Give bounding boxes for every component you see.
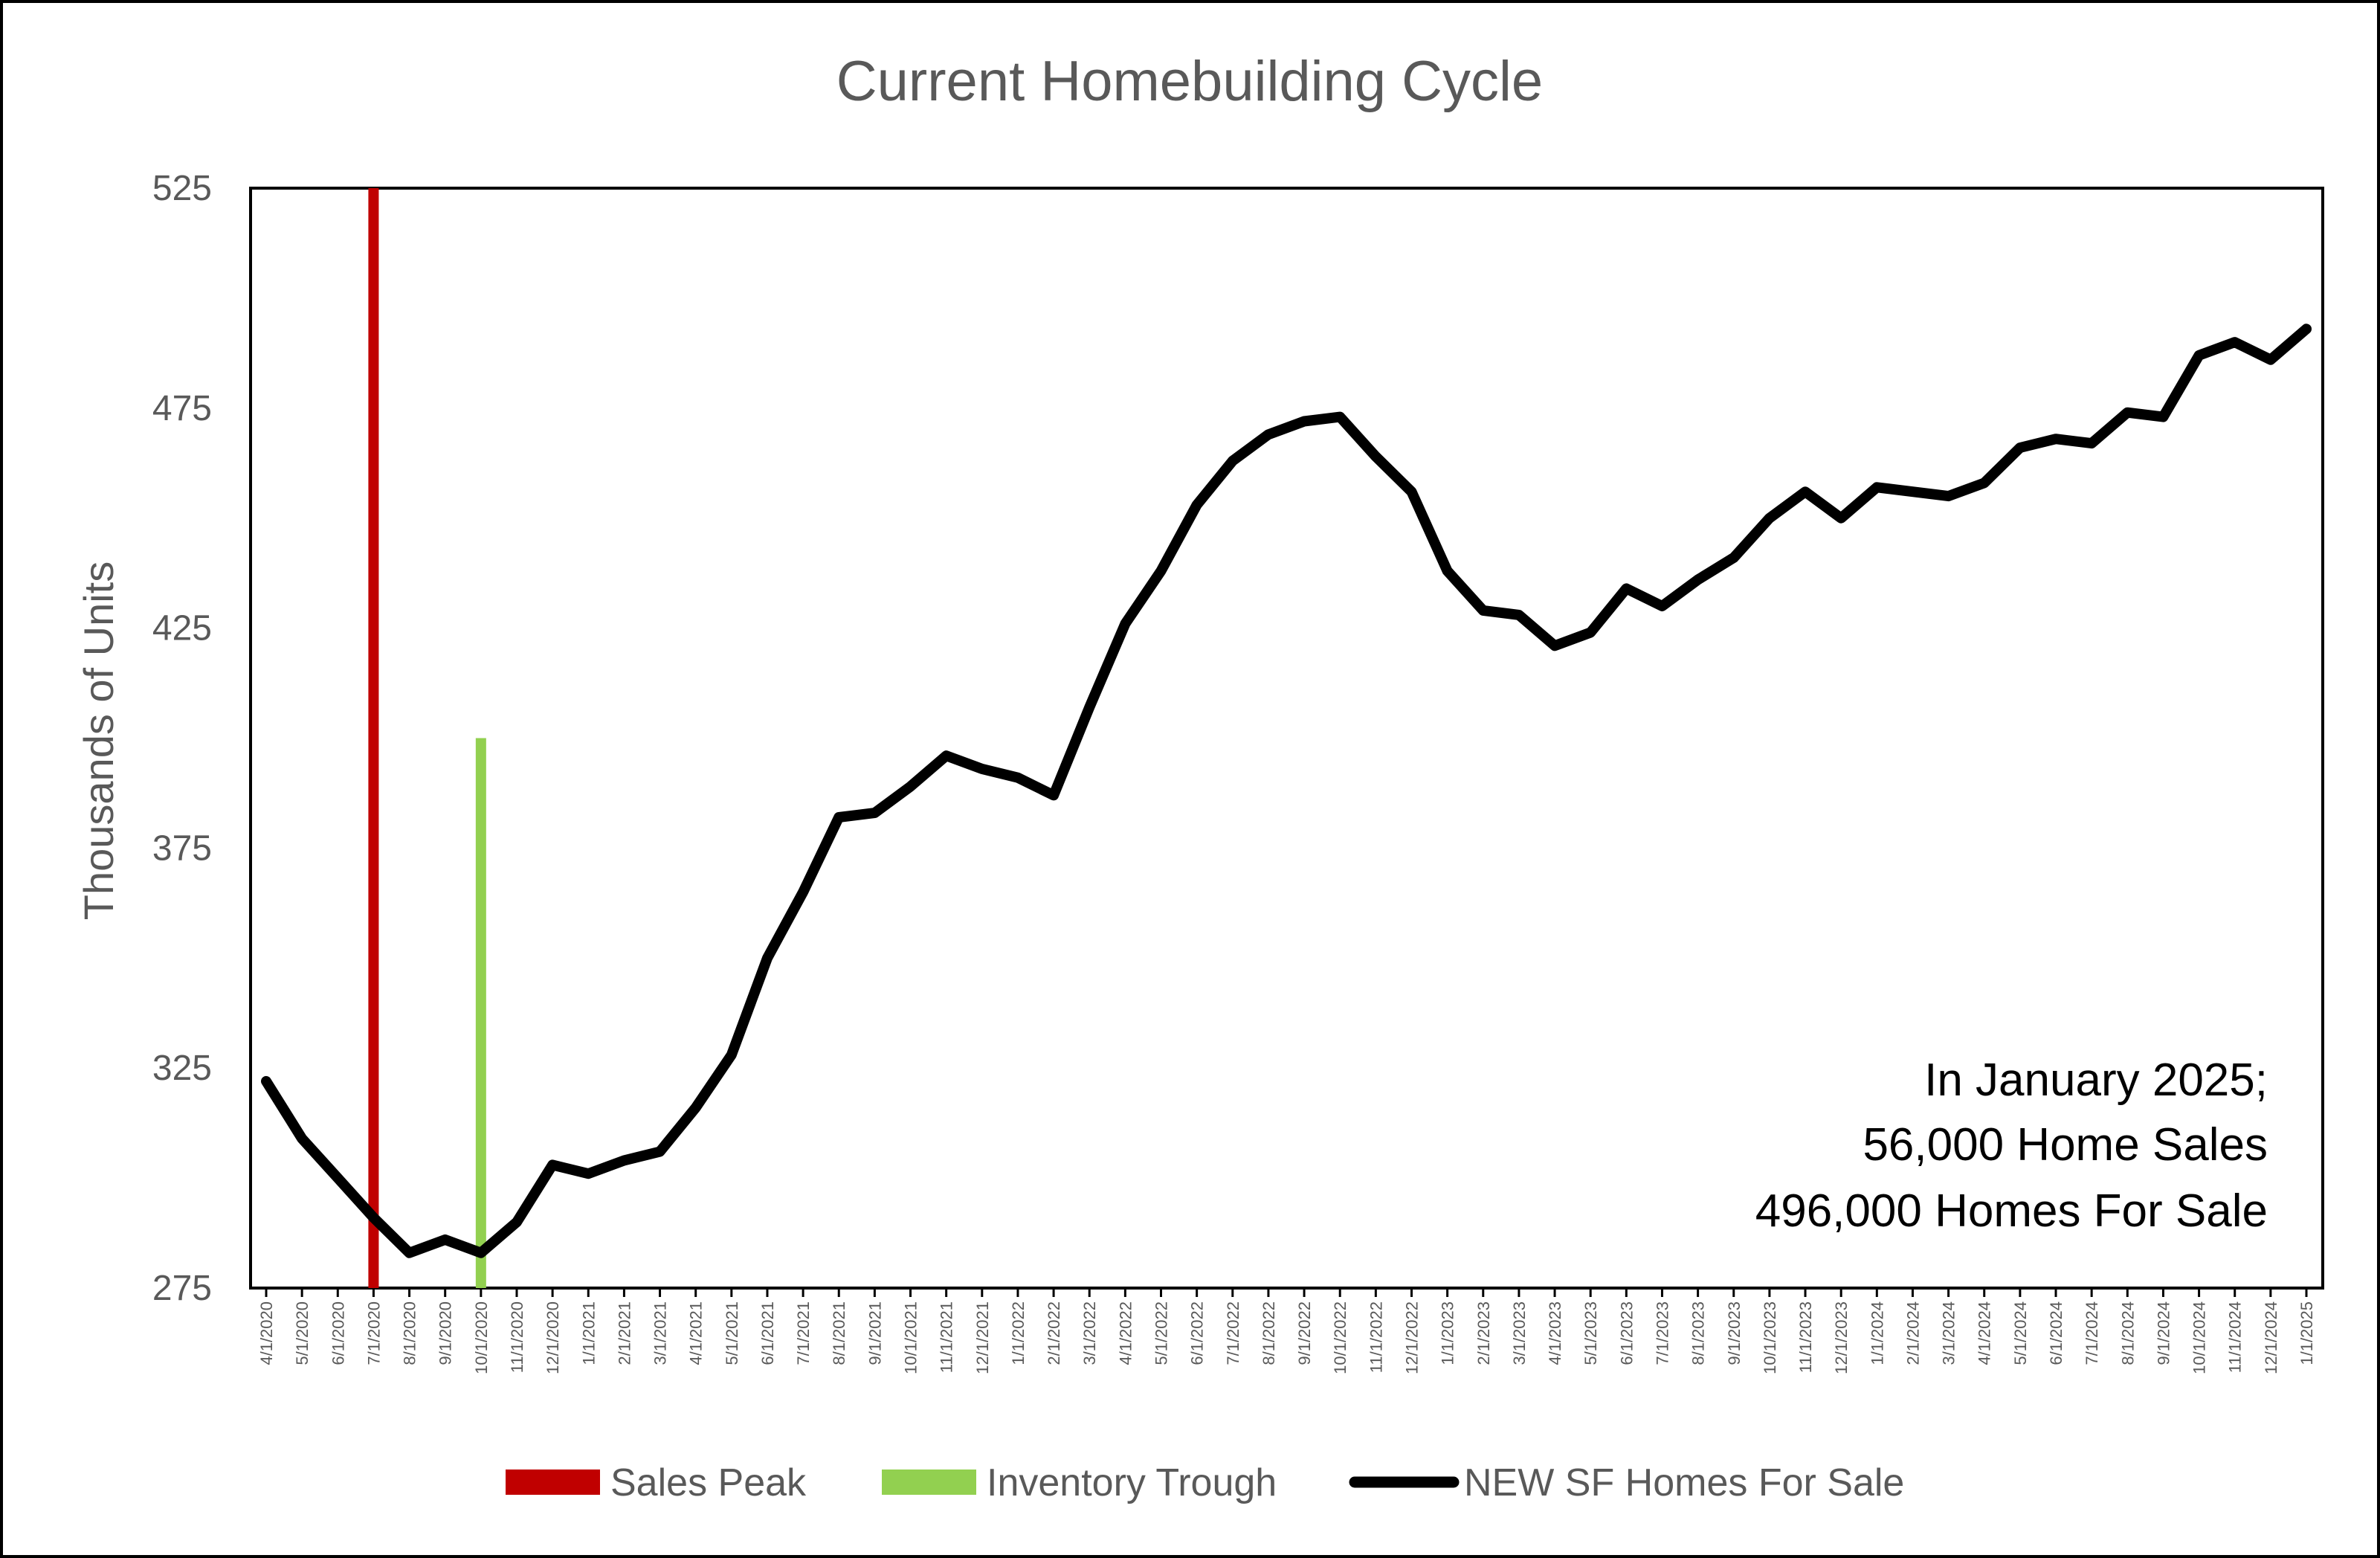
x-tick-label: 7/1/2022	[1224, 1301, 1242, 1365]
x-tick-label: 8/1/2022	[1260, 1301, 1278, 1365]
x-tick-label: 12/1/2020	[544, 1301, 562, 1374]
x-tick-label: 1/1/2025	[2297, 1301, 2316, 1365]
x-tick-label: 7/1/2023	[1653, 1301, 1671, 1365]
legend-label-inventory-trough: Inventory Trough	[987, 1461, 1277, 1504]
x-tick-label: 7/1/2021	[794, 1301, 813, 1365]
x-tick-label: 2/1/2024	[1903, 1301, 1922, 1365]
x-tick-label: 1/1/2022	[1009, 1301, 1028, 1365]
x-tick-label: 4/1/2020	[257, 1301, 276, 1365]
x-tick-label: 12/1/2024	[2262, 1301, 2280, 1374]
annotation-line-3: 496,000 Homes For Sale	[1755, 1185, 2268, 1237]
x-tick-label: 4/1/2021	[687, 1301, 706, 1365]
y-tick-label: 325	[152, 1049, 212, 1088]
x-tick-label: 3/1/2023	[1510, 1301, 1529, 1365]
y-tick-label: 425	[152, 609, 212, 648]
x-tick-label: 10/1/2020	[472, 1301, 491, 1374]
legend-label-sales-peak: Sales Peak	[610, 1461, 807, 1504]
x-tick-label: 5/1/2024	[2011, 1301, 2030, 1365]
series-lines	[261, 323, 2312, 1258]
y-tick-label: 525	[152, 169, 212, 208]
chart-title: Current Homebuilding Cycle	[836, 50, 1543, 113]
vertical-markers	[368, 188, 486, 1288]
x-tick-label: 12/1/2022	[1402, 1301, 1421, 1374]
x-tick-label: 1/1/2024	[1868, 1301, 1886, 1365]
x-tick-label: 9/1/2021	[865, 1301, 884, 1365]
x-tick-label: 2/1/2021	[615, 1301, 633, 1365]
x-tick-label: 6/1/2022	[1188, 1301, 1207, 1365]
x-tick-label: 6/1/2023	[1617, 1301, 1636, 1365]
x-tick-label: 4/1/2024	[1976, 1301, 1994, 1365]
y-tick-label: 375	[152, 828, 212, 868]
x-tick-label: 4/1/2022	[1116, 1301, 1135, 1365]
x-tick-label: 8/1/2021	[830, 1301, 848, 1365]
y-tick-label: 475	[152, 389, 212, 428]
x-tick-label: 3/1/2021	[651, 1301, 670, 1365]
x-tick-label: 4/1/2023	[1546, 1301, 1564, 1365]
x-tick-label: 12/1/2021	[973, 1301, 992, 1374]
x-tick-label: 6/1/2020	[329, 1301, 347, 1365]
y-tick-label: 275	[152, 1269, 212, 1308]
x-tick-label: 9/1/2020	[436, 1301, 455, 1365]
x-tick-label: 1/1/2021	[579, 1301, 598, 1365]
x-tick-label: 6/1/2024	[2047, 1301, 2065, 1365]
annotation-line-2: 56,000 Home Sales	[1863, 1119, 2268, 1171]
x-tick-label: 10/1/2021	[902, 1301, 920, 1374]
y-axis-ticks: 525 475 425 375 325 275	[152, 169, 212, 1308]
x-tick-label: 3/1/2022	[1080, 1301, 1099, 1365]
legend: Sales Peak Inventory Trough NEW SF Homes…	[506, 1461, 1904, 1504]
x-tick-label: 1/1/2023	[1439, 1301, 1457, 1365]
legend-swatch-inventory-trough	[882, 1470, 976, 1495]
x-tick-label: 11/1/2021	[938, 1301, 956, 1373]
marker-inventory-trough	[475, 738, 486, 1288]
x-tick-label: 6/1/2021	[758, 1301, 777, 1365]
x-tick-label: 11/1/2022	[1367, 1301, 1385, 1373]
x-tick-label: 5/1/2023	[1581, 1301, 1600, 1365]
x-axis-ticks: 4/1/2020 5/1/2020 6/1/2020 7/1/2020 8/1/2020…	[257, 1288, 2316, 1374]
x-tick-label: 5/1/2021	[723, 1301, 741, 1365]
legend-swatch-sales-peak	[506, 1470, 600, 1495]
x-tick-label: 9/1/2022	[1295, 1301, 1314, 1365]
x-tick-label: 3/1/2024	[1940, 1301, 1958, 1365]
x-tick-label: 7/1/2020	[364, 1301, 383, 1365]
x-tick-label: 11/1/2023	[1796, 1301, 1815, 1373]
x-tick-label: 10/1/2024	[2190, 1301, 2209, 1374]
x-tick-label: 2/1/2022	[1045, 1301, 1063, 1365]
x-tick-label: 12/1/2023	[1832, 1301, 1851, 1374]
annotation-box: In January 2025; 56,000 Home Sales 496,0…	[1755, 1055, 2268, 1237]
legend-label-homes-for-sale: NEW SF Homes For Sale	[1464, 1461, 1904, 1504]
y-axis-label: Thousands of Units	[75, 561, 122, 920]
x-tick-label: 11/1/2024	[2226, 1301, 2245, 1373]
x-tick-label: 5/1/2022	[1152, 1301, 1171, 1365]
x-tick-label: 7/1/2024	[2083, 1301, 2101, 1365]
x-tick-label: 8/1/2024	[2118, 1301, 2137, 1365]
x-tick-label: 9/1/2024	[2154, 1301, 2173, 1365]
x-tick-label: 5/1/2020	[293, 1301, 312, 1365]
series-line-new-sf-homes-for-sale	[261, 323, 2312, 1258]
x-tick-label: 10/1/2023	[1761, 1301, 1779, 1374]
marker-sales-peak	[368, 188, 379, 1288]
x-tick-label: 2/1/2023	[1474, 1301, 1493, 1365]
x-tick-label: 8/1/2023	[1689, 1301, 1708, 1365]
x-tick-label: 8/1/2020	[401, 1301, 419, 1365]
x-tick-label: 11/1/2020	[508, 1301, 526, 1373]
x-tick-label: 10/1/2022	[1331, 1301, 1349, 1374]
x-tick-label: 9/1/2023	[1725, 1301, 1744, 1365]
plot-area	[249, 187, 2324, 1290]
annotation-line-1: In January 2025;	[1924, 1055, 2268, 1106]
